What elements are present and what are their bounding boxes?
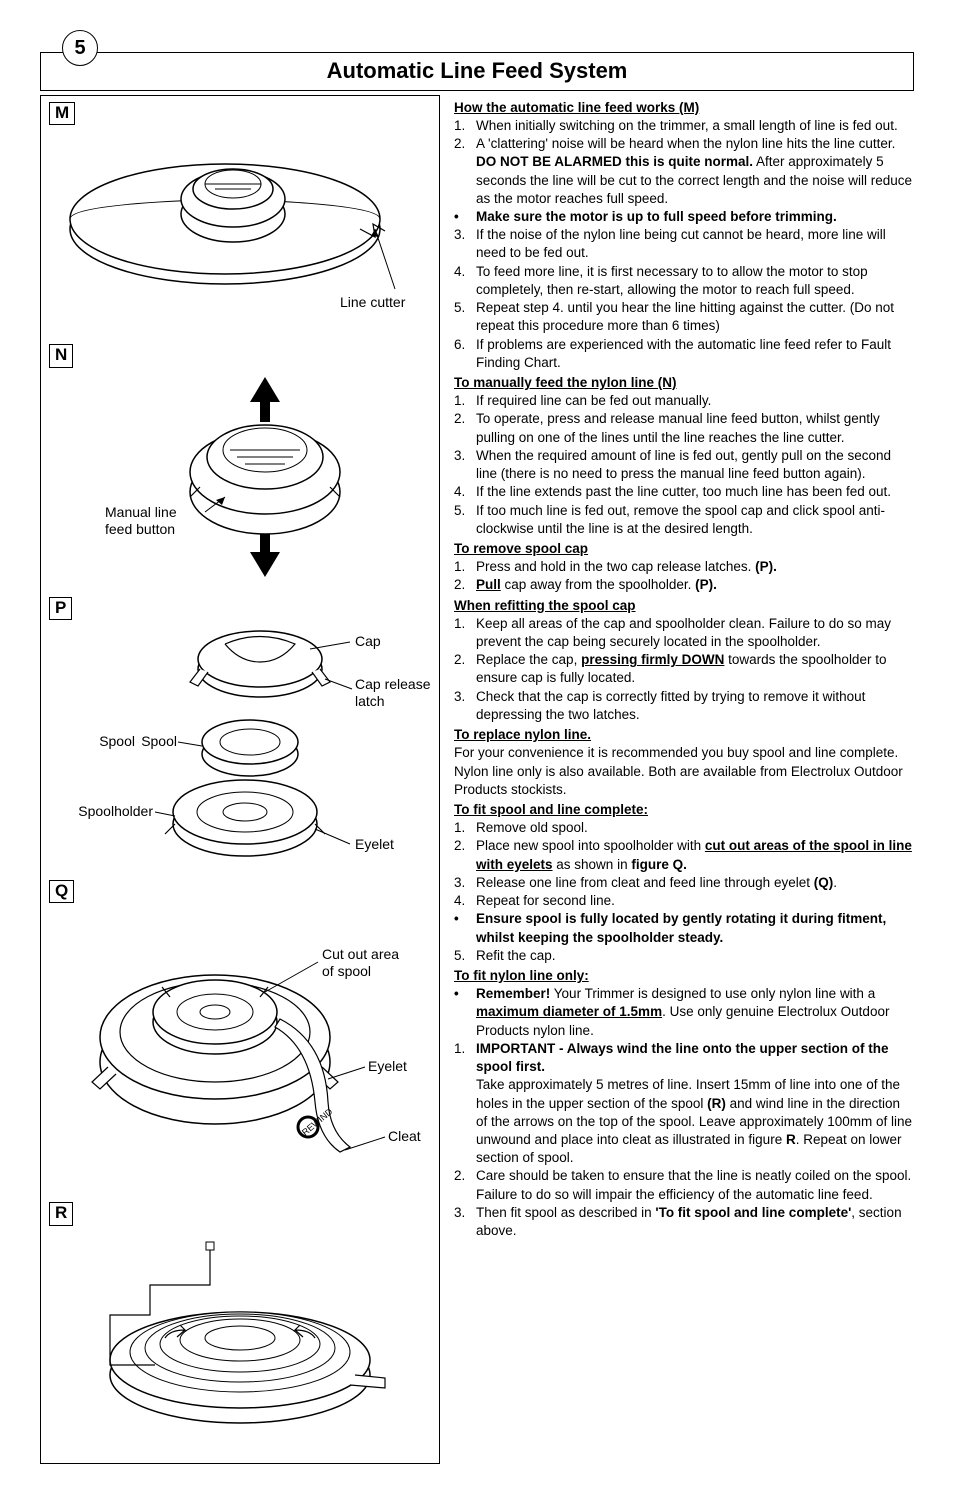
manual-list: 1.If required line can be fed out manual…: [454, 392, 914, 538]
refit-2: Replace the cap, pressing firmly DOWN to…: [476, 651, 914, 687]
fs-5: Refit the cap.: [476, 947, 914, 965]
how-4: To feed more line, it is first necessary…: [476, 263, 914, 299]
how-3: If the noise of the nylon line being cut…: [476, 226, 914, 262]
figures-column: M Line cutter: [40, 95, 440, 1464]
label-spool: Spool: [99, 733, 135, 749]
how-5: Repeat step 4. until you hear the line h…: [476, 299, 914, 335]
figure-r: R: [49, 1202, 431, 1455]
how-list: 1.When initially switching on the trimme…: [454, 117, 914, 372]
label-manual-line-2: feed button: [105, 521, 175, 537]
heading-fit-spool: To fit spool and line complete:: [454, 801, 914, 819]
refit-1: Keep all areas of the cap and spoolholde…: [476, 615, 914, 651]
figure-r-letter: R: [49, 1202, 73, 1225]
page-number: 5: [62, 30, 98, 66]
manual-2: To operate, press and release manual lin…: [476, 410, 914, 446]
label-cutout-2: of spool: [322, 963, 371, 979]
label-manual-line-1: Manual line: [105, 504, 177, 520]
figure-q-letter: Q: [49, 880, 74, 903]
fs-bullet: Ensure spool is fully located by gently …: [476, 910, 914, 946]
fl-2: Care should be taken to ensure that the …: [476, 1167, 914, 1203]
refit-3: Check that the cap is correctly fitted b…: [476, 688, 914, 724]
fit-line-list: •Remember! Your Trimmer is designed to u…: [454, 985, 914, 1240]
heading-refit: When refitting the spool cap: [454, 597, 914, 615]
heading-how: How the automatic line feed works (M): [454, 99, 914, 117]
manual-4: If the line extends past the line cutter…: [476, 483, 914, 501]
heading-manual: To manually feed the nylon line (N): [454, 374, 914, 392]
figure-q-svg: REWIND Cut out area of spool Eyelet Clea…: [49, 907, 431, 1192]
figure-p: P Cap Cap release latch Spool: [49, 597, 431, 870]
figure-n: N Manual line feed button: [49, 344, 431, 587]
content-wrapper: M Line cutter: [40, 95, 914, 1464]
fl-bullet: Remember! Your Trimmer is designed to us…: [476, 985, 914, 1040]
label-cutout-1: Cut out area: [322, 946, 399, 962]
heading-remove: To remove spool cap: [454, 540, 914, 558]
fl-1: IMPORTANT - Always wind the line onto th…: [476, 1040, 914, 1168]
label-spoolholder: Spoolholder: [78, 803, 153, 819]
fit-spool-list: 1.Remove old spool. 2.Place new spool in…: [454, 819, 914, 965]
figure-m-letter: M: [49, 102, 75, 125]
figure-p-letter: P: [49, 597, 72, 620]
figure-m: M Line cutter: [49, 102, 431, 335]
manual-3: When the required amount of line is fed …: [476, 447, 914, 483]
how-2: A 'clattering' noise will be heard when …: [476, 135, 914, 208]
figure-r-svg: [49, 1230, 431, 1455]
label-eyelet-p: Eyelet: [355, 836, 394, 852]
label-cleat: Cleat: [388, 1128, 421, 1144]
remove-1: Press and hold in the two cap release la…: [476, 558, 914, 576]
figure-n-letter: N: [49, 344, 73, 367]
figure-q: Q REWIND Cut out area: [49, 880, 431, 1193]
how-6: If problems are experienced with the aut…: [476, 336, 914, 372]
manual-5: If too much line is fed out, remove the …: [476, 502, 914, 538]
label-cap: Cap: [355, 633, 381, 649]
replace-body: For your convenience it is recommended y…: [454, 744, 914, 799]
remove-2: Pull cap away from the spoolholder. (P).: [476, 576, 914, 594]
figure-p-svg: Cap Cap release latch Spool Spool: [49, 624, 431, 869]
remove-list: 1.Press and hold in the two cap release …: [454, 558, 914, 594]
page-number-container: 5: [40, 30, 914, 60]
fl-3: Then fit spool as described in 'To fit s…: [476, 1204, 914, 1240]
heading-replace: To replace nylon line.: [454, 726, 914, 744]
svg-text:Spool: Spool: [141, 733, 177, 749]
label-cap-release-2: latch: [355, 693, 385, 709]
label-eyelet-q: Eyelet: [368, 1058, 407, 1074]
refit-list: 1.Keep all areas of the cap and spoolhol…: [454, 615, 914, 724]
heading-fit-line: To fit nylon line only:: [454, 967, 914, 985]
text-column: How the automatic line feed works (M) 1.…: [454, 95, 914, 1464]
how-bullet: Make sure the motor is up to full speed …: [476, 208, 914, 226]
figure-m-svg: Line cutter: [49, 129, 431, 334]
how-1: When initially switching on the trimmer,…: [476, 117, 914, 135]
fs-1: Remove old spool.: [476, 819, 914, 837]
fs-4: Repeat for second line.: [476, 892, 914, 910]
fs-2: Place new spool into spoolholder with cu…: [476, 837, 914, 873]
fs-3: Release one line from cleat and feed lin…: [476, 874, 914, 892]
label-line-cutter: Line cutter: [340, 294, 406, 310]
manual-1: If required line can be fed out manually…: [476, 392, 914, 410]
label-cap-release-1: Cap release: [355, 676, 430, 692]
figure-n-svg: Manual line feed button: [49, 372, 431, 587]
